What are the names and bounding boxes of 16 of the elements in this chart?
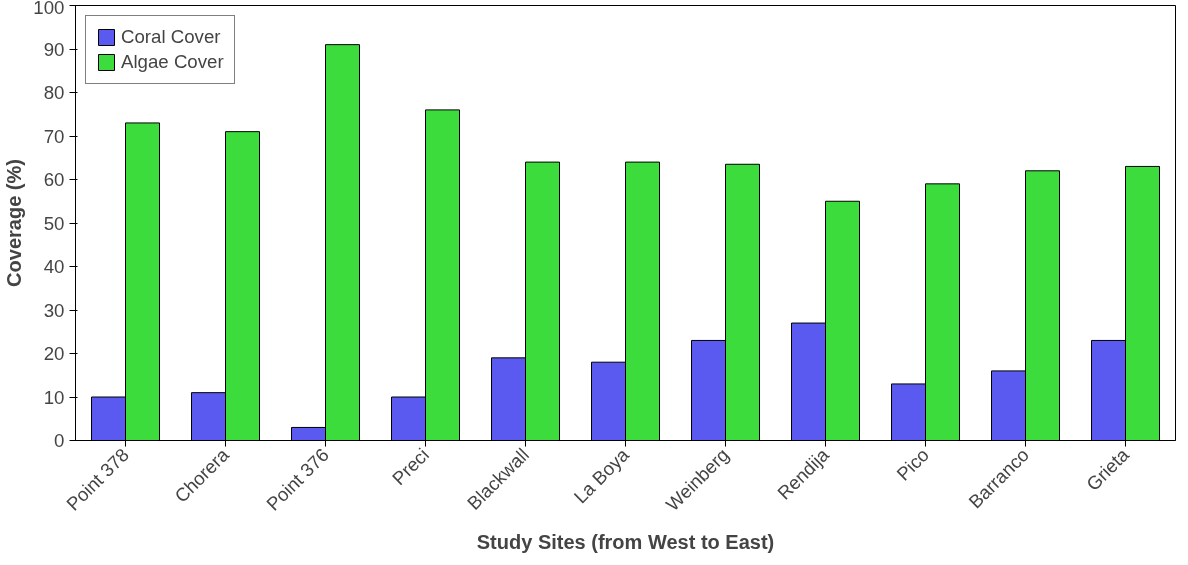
y-tick-label: 70 — [43, 125, 65, 147]
y-tick-label: 90 — [43, 38, 65, 60]
y-tick-label: 0 — [54, 430, 65, 451]
y-tick-label: 60 — [43, 169, 65, 190]
y-tick-label: 100 — [33, 0, 65, 18]
y-tick-label: 40 — [43, 256, 65, 277]
y-tick-label: 80 — [43, 82, 65, 103]
legend-label: Algae Cover — [121, 51, 224, 73]
y-tick-label: 10 — [43, 386, 65, 408]
y-tick-label: 50 — [43, 212, 65, 234]
legend-label: Coral Cover — [121, 26, 221, 48]
x-tick-label: Pico — [892, 444, 933, 485]
x-axis-title: Study Sites (from West to East) — [476, 530, 775, 553]
y-tick-label: 20 — [43, 343, 65, 364]
y-axis-title: Coverage (%) — [3, 159, 26, 287]
y-tick-label: 30 — [43, 299, 65, 321]
